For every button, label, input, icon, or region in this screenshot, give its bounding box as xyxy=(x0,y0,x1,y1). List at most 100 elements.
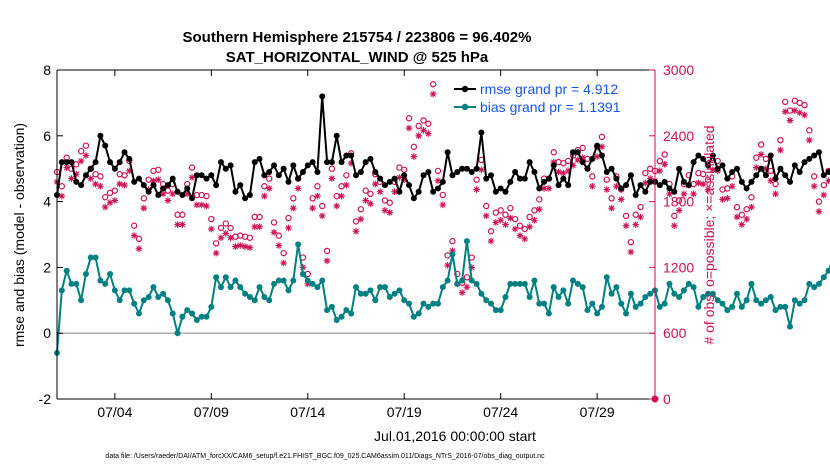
obs-assimilated-point xyxy=(589,182,596,190)
obs-assimilated-stroke xyxy=(507,215,514,221)
obs-assimilated-point xyxy=(256,223,263,231)
obs-assimilated-stroke xyxy=(628,249,634,255)
rmse-point xyxy=(135,175,142,182)
y-right-tick-label: 600 xyxy=(663,325,687,341)
bias-point xyxy=(733,290,740,297)
obs-assimilated-stroke xyxy=(343,182,350,188)
bias-point xyxy=(791,297,798,304)
obs-possible-point xyxy=(179,211,186,218)
bias-point xyxy=(541,300,548,307)
bias-point xyxy=(825,267,830,274)
bias-point xyxy=(169,310,176,317)
obs-assimilated-stroke xyxy=(666,191,673,197)
obs-possible-point xyxy=(777,136,784,144)
bias-point xyxy=(87,254,94,261)
obs-assimilated-point xyxy=(675,207,683,214)
rmse-point xyxy=(719,162,726,169)
obs-assimilated-stroke xyxy=(695,180,702,186)
obs-possible-point xyxy=(627,238,635,246)
obs-possible-point xyxy=(285,214,292,222)
bias-point xyxy=(743,297,750,304)
obs-possible-point xyxy=(497,207,504,214)
obs-possible-point xyxy=(357,206,365,213)
obs-possible-point xyxy=(516,222,524,229)
bias-point xyxy=(319,277,326,284)
rmse-point xyxy=(275,172,282,179)
obs-assimilated-point xyxy=(704,186,712,193)
rmse-point xyxy=(102,142,109,149)
obs-assimilated-point xyxy=(285,224,292,232)
obs-assimilated-point xyxy=(265,185,273,192)
bias-point xyxy=(92,254,99,261)
obs-assimilated-point xyxy=(574,156,582,164)
obs-assimilated-point xyxy=(535,205,543,213)
obs-assimilated-point xyxy=(328,175,336,182)
bias-point xyxy=(140,297,147,304)
obs-possible-point xyxy=(603,176,610,183)
obs-assimilated-point xyxy=(338,192,345,200)
rmse-point xyxy=(512,168,519,175)
obs-possible-point xyxy=(290,195,297,202)
obs-assimilated-stroke xyxy=(488,238,494,244)
rmse-point xyxy=(266,168,273,175)
obs-possible-point xyxy=(806,127,813,134)
bias-point xyxy=(285,287,292,294)
obs-possible-point xyxy=(222,220,229,227)
rmse-point xyxy=(131,178,138,185)
obs-assimilated-stroke xyxy=(816,208,822,215)
obs-assimilated-point xyxy=(757,151,765,158)
obs-assimilated-stroke xyxy=(386,209,393,216)
obs-assimilated-stroke xyxy=(256,224,263,230)
bias-point xyxy=(299,270,306,277)
obs-assimilated-point xyxy=(670,222,678,230)
rmse-point xyxy=(198,172,205,179)
rmse-point xyxy=(97,132,104,139)
bias-point xyxy=(690,284,697,291)
obs-possible-point xyxy=(188,164,196,171)
obs-assimilated-point xyxy=(179,221,186,228)
rmse-point xyxy=(126,155,133,162)
rmse-point xyxy=(367,155,374,162)
bias-point xyxy=(155,294,162,301)
obs-assimilated-point xyxy=(77,157,85,165)
obs-assimilated-point xyxy=(294,185,302,192)
obs-assimilated-stroke xyxy=(690,191,697,197)
rmse-point xyxy=(58,159,65,166)
obs-possible-point xyxy=(463,274,471,281)
rmse-point xyxy=(700,155,707,162)
x-tick-label: 07/29 xyxy=(580,404,615,420)
rmse-point xyxy=(502,188,509,195)
rmse-point xyxy=(459,165,466,172)
rmse-point xyxy=(825,168,830,175)
rmse-point xyxy=(516,175,523,182)
obs-assimilated-point xyxy=(367,200,374,208)
rmse-point xyxy=(695,152,702,159)
legend-bias-label: bias grand pr = 1.1391 xyxy=(480,99,621,115)
bias-point xyxy=(521,280,528,287)
obs-assimilated-point xyxy=(502,221,509,228)
rmse-point xyxy=(758,165,765,172)
bias-point xyxy=(295,241,302,248)
rmse-point xyxy=(483,175,490,182)
rmse-point xyxy=(531,168,538,175)
bias-point xyxy=(246,294,253,301)
rmse-point xyxy=(637,182,644,189)
rmse-point xyxy=(473,165,480,172)
rmse-point xyxy=(565,182,572,189)
obs-assimilated-point xyxy=(222,230,230,237)
rmse-point xyxy=(545,175,552,182)
obs-assimilated-stroke xyxy=(522,236,528,242)
bias-point xyxy=(367,287,374,294)
bias-point xyxy=(82,270,89,277)
rmse-point xyxy=(705,162,712,169)
rmse-point xyxy=(184,185,191,192)
bias-point xyxy=(608,290,615,297)
legend-rmse-label: rmse grand pr = 4.912 xyxy=(480,81,618,97)
obs-assimilated-stroke xyxy=(483,213,489,219)
obs-assimilated-point xyxy=(728,182,736,190)
obs-assimilated-stroke xyxy=(411,153,417,160)
rmse-point xyxy=(425,168,432,175)
obs-possible-point xyxy=(656,157,664,165)
obs-assimilated-stroke xyxy=(497,217,504,224)
obs-possible-point xyxy=(434,167,442,175)
